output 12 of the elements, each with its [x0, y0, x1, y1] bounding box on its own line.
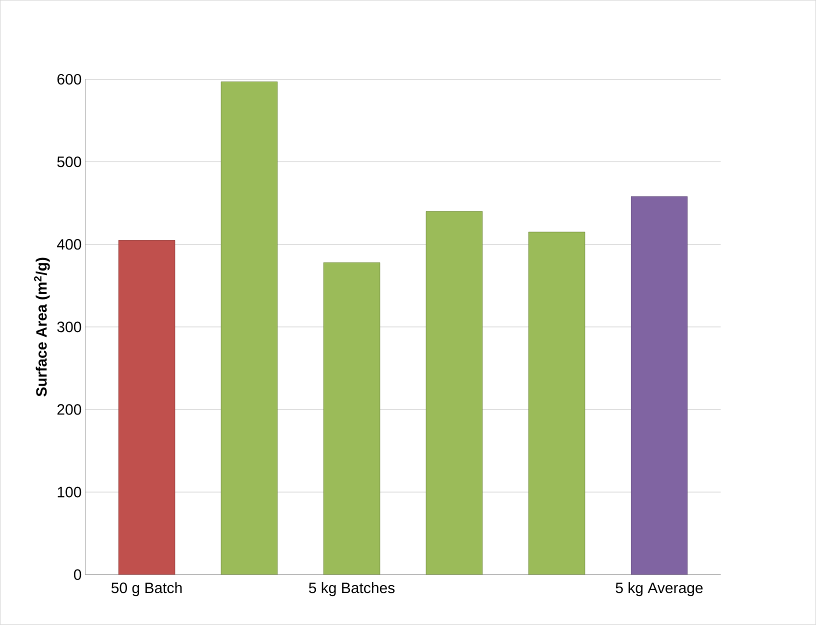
bar [630, 196, 688, 575]
y-tick-label: 300 [57, 322, 82, 332]
y-tick-label: 100 [58, 486, 82, 498]
y-tick-label: 600 [57, 74, 82, 85]
y-axis-title: Surface Area (m$^{2}$/g) [34, 258, 50, 396]
y-tick-label: 0 [74, 569, 82, 580]
x-tick-label: 5 kg Average [616, 582, 703, 596]
x-tick-label: 50 g Batch [111, 582, 182, 596]
y-tick-label: 200 [57, 404, 82, 415]
x-tick-label: 5 kg Batches [308, 582, 395, 596]
y-tick-label: 500 [57, 156, 82, 168]
y-tick-label: 400 [57, 239, 82, 250]
